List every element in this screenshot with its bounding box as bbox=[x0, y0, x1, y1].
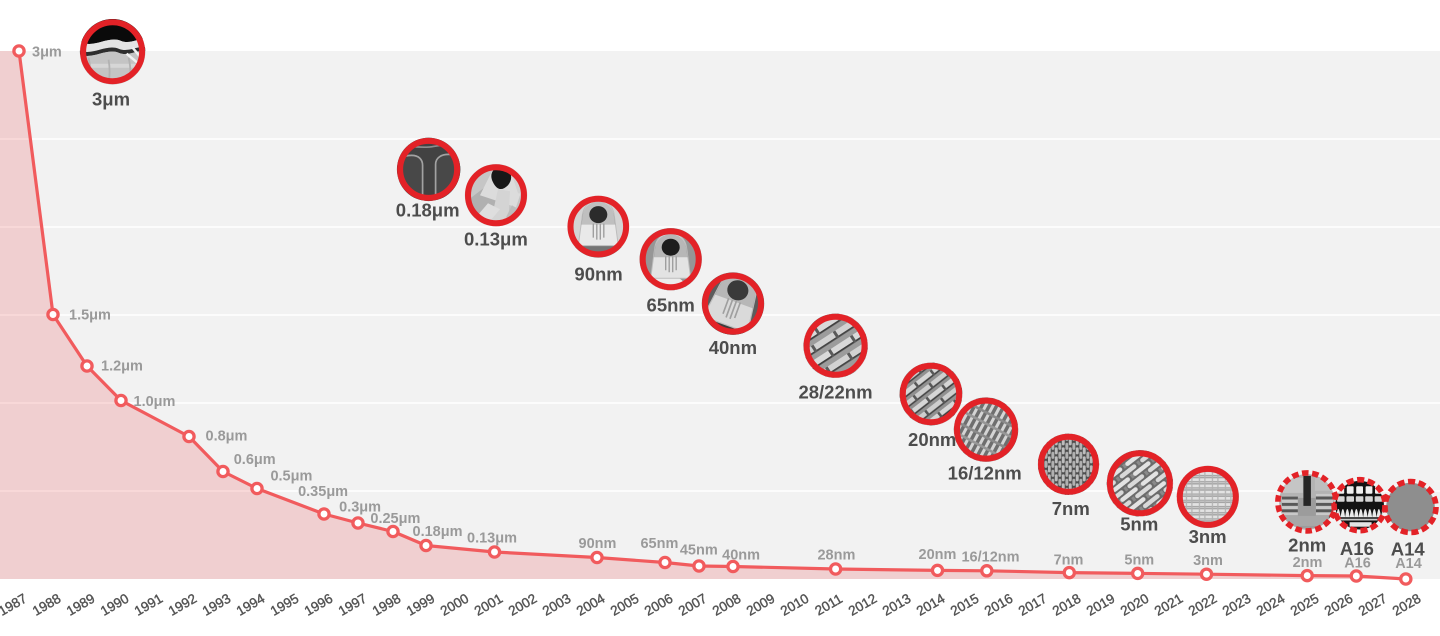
svg-text:7nm: 7nm bbox=[1054, 553, 1084, 569]
svg-text:0.35μm: 0.35μm bbox=[298, 484, 348, 500]
svg-text:90nm: 90nm bbox=[574, 264, 622, 285]
svg-text:1.2μm: 1.2μm bbox=[101, 359, 143, 375]
svg-text:40nm: 40nm bbox=[709, 337, 757, 358]
svg-text:65nm: 65nm bbox=[647, 295, 695, 316]
svg-text:A14: A14 bbox=[1391, 539, 1426, 560]
svg-text:20nm: 20nm bbox=[908, 429, 956, 450]
svg-text:3nm: 3nm bbox=[1193, 553, 1223, 569]
svg-text:2nm: 2nm bbox=[1293, 555, 1323, 571]
svg-text:5nm: 5nm bbox=[1124, 553, 1154, 569]
svg-text:28nm: 28nm bbox=[817, 548, 855, 564]
svg-text:7nm: 7nm bbox=[1052, 498, 1090, 519]
svg-text:1.5μm: 1.5μm bbox=[69, 308, 111, 324]
svg-text:28/22nm: 28/22nm bbox=[798, 382, 872, 403]
svg-text:40nm: 40nm bbox=[722, 548, 760, 564]
svg-text:0.5μm: 0.5μm bbox=[270, 469, 312, 485]
svg-text:3μm: 3μm bbox=[92, 89, 130, 110]
svg-text:A16: A16 bbox=[1340, 538, 1374, 559]
svg-text:45nm: 45nm bbox=[680, 543, 718, 559]
svg-text:2nm: 2nm bbox=[1288, 535, 1326, 556]
svg-text:0.13μm: 0.13μm bbox=[464, 229, 528, 250]
svg-text:0.13μm: 0.13μm bbox=[467, 531, 517, 547]
svg-text:0.18μm: 0.18μm bbox=[396, 200, 460, 221]
svg-text:1.0μm: 1.0μm bbox=[134, 394, 176, 410]
svg-text:16/12nm: 16/12nm bbox=[961, 550, 1019, 566]
svg-text:0.8μm: 0.8μm bbox=[206, 429, 248, 445]
svg-text:5nm: 5nm bbox=[1120, 514, 1158, 535]
svg-text:90nm: 90nm bbox=[579, 536, 617, 552]
svg-text:3nm: 3nm bbox=[1189, 526, 1227, 547]
svg-text:0.6μm: 0.6μm bbox=[234, 452, 276, 468]
svg-text:0.18μm: 0.18μm bbox=[413, 524, 463, 540]
svg-text:20nm: 20nm bbox=[919, 547, 957, 563]
svg-text:65nm: 65nm bbox=[640, 536, 678, 552]
svg-text:16/12nm: 16/12nm bbox=[948, 463, 1022, 484]
svg-text:3μm: 3μm bbox=[32, 45, 62, 61]
